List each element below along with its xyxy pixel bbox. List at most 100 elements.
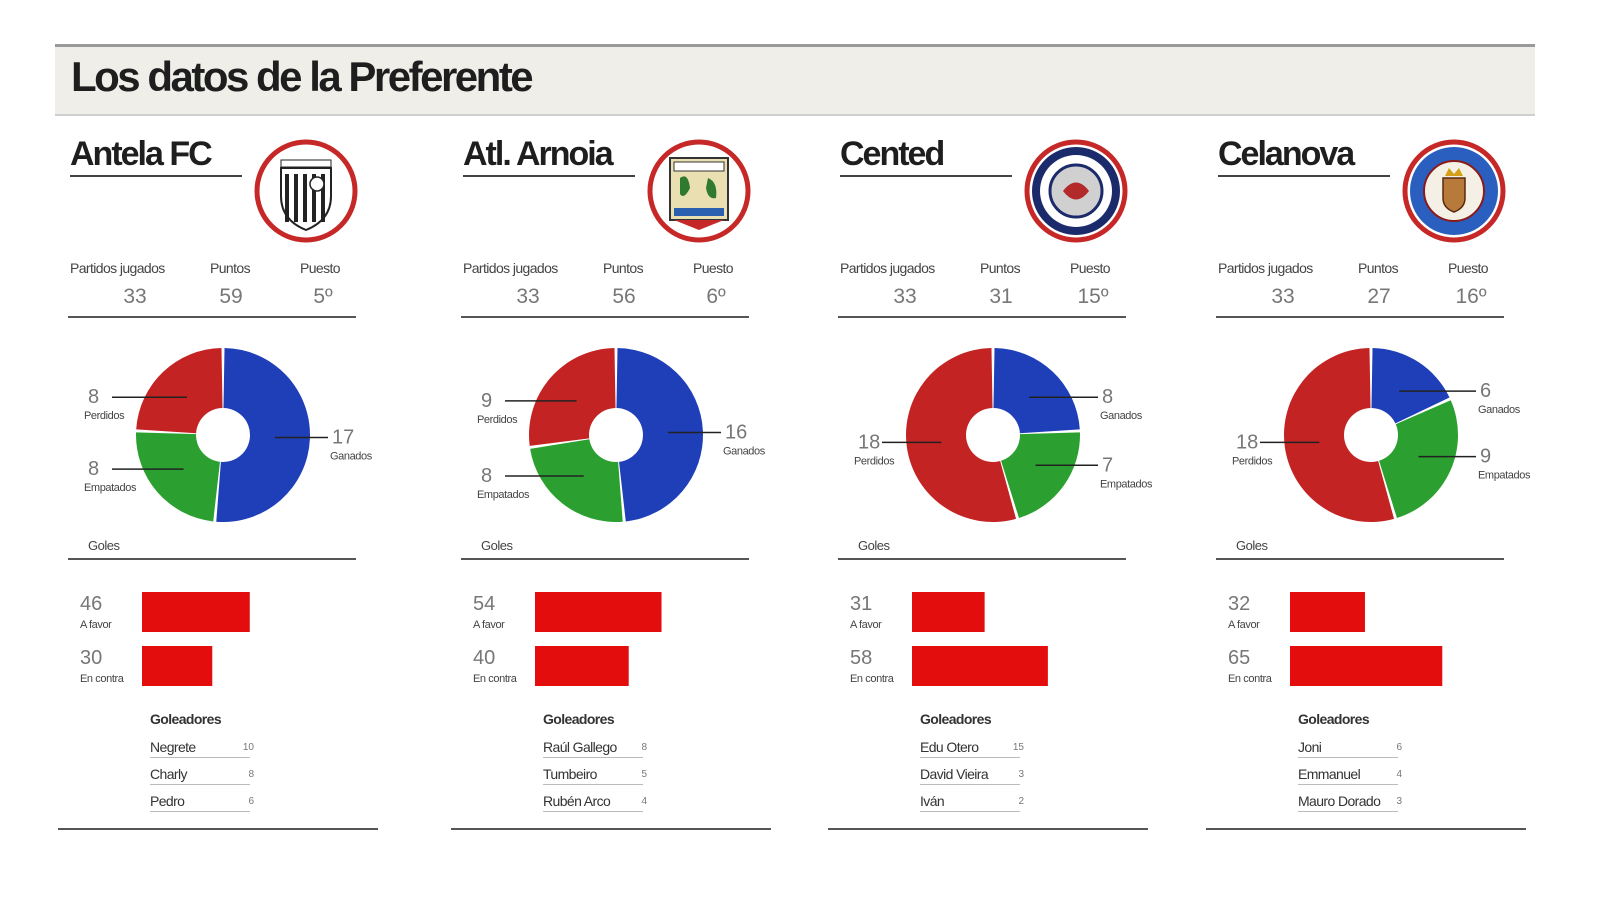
bar-value: 30 bbox=[80, 647, 102, 669]
bar-a-favor bbox=[535, 592, 662, 632]
bar-category-label: A favor bbox=[80, 619, 112, 631]
donut-slice-perdidos bbox=[529, 348, 616, 446]
donut-slice-perdidos bbox=[1284, 348, 1395, 522]
slice-label-perdidos: Perdidos bbox=[1232, 455, 1273, 467]
stat-value-puesto: 16º bbox=[1455, 285, 1487, 308]
stat-value-partidos: 33 bbox=[123, 285, 147, 308]
stat-value-partidos: 33 bbox=[1271, 285, 1295, 308]
slice-value-ganados: 16 bbox=[725, 422, 747, 444]
divider bbox=[68, 316, 356, 318]
slice-label-perdidos: Perdidos bbox=[477, 414, 518, 426]
donut-slice-empatados bbox=[136, 432, 220, 522]
scorer-row: Negrete 10 bbox=[150, 737, 254, 758]
scorer-name: Charly bbox=[150, 766, 187, 782]
slice-label-ganados: Ganados bbox=[723, 446, 766, 458]
team-column: Antela FC Partidos jugados 33 Puntos 59 Puest… bbox=[58, 125, 418, 845]
bar-category-label: En contra bbox=[473, 673, 518, 685]
stat-label-partidos: Partidos jugados bbox=[70, 260, 165, 276]
goals-bar-chart: 31 A favor 58 En contra bbox=[850, 592, 1048, 686]
divider bbox=[1216, 558, 1504, 560]
scorers-title: Goleadores bbox=[150, 711, 222, 727]
slice-label-ganados: Ganados bbox=[330, 450, 373, 462]
scorer-row: Mauro Dorado 3 bbox=[1298, 791, 1402, 812]
donut-slice-empatados bbox=[1379, 400, 1458, 519]
crown-icon bbox=[1445, 168, 1463, 176]
scorer-name: Raúl Gallego bbox=[543, 739, 617, 755]
slice-label-empatados: Empatados bbox=[477, 489, 530, 501]
scorer-goals: 4 bbox=[1396, 769, 1402, 780]
scorer-row: Charly 8 bbox=[150, 764, 254, 785]
goals-bar-chart: 54 A favor 40 En contra bbox=[473, 592, 662, 686]
slice-label-perdidos: Perdidos bbox=[84, 410, 125, 422]
slice-label-ganados: Ganados bbox=[1478, 404, 1521, 416]
bar-value: 65 bbox=[1228, 647, 1250, 669]
divider bbox=[838, 316, 1126, 318]
stat-label-puntos: Puntos bbox=[603, 260, 644, 276]
shield-stripe bbox=[303, 174, 307, 222]
slice-value-empatados: 7 bbox=[1102, 454, 1113, 476]
scorer-name: Tumbeiro bbox=[543, 766, 597, 782]
slice-label-perdidos: Perdidos bbox=[854, 455, 895, 467]
scorer-goals: 8 bbox=[248, 769, 254, 780]
donut-slice-empatados bbox=[530, 439, 623, 522]
scorer-name: Rubén Arco bbox=[543, 793, 611, 809]
stat-label-puesto: Puesto bbox=[1448, 260, 1489, 276]
ball-icon bbox=[309, 176, 325, 192]
slice-label-empatados: Empatados bbox=[84, 482, 137, 494]
scorer-name: Edu Otero bbox=[920, 739, 979, 755]
stat-value-puntos: 59 bbox=[219, 285, 243, 308]
divider bbox=[461, 558, 749, 560]
slice-value-perdidos: 18 bbox=[1236, 431, 1258, 453]
donut-slice-ganados bbox=[616, 348, 704, 522]
scorer-name: Emmanuel bbox=[1298, 766, 1361, 782]
bar-value: 40 bbox=[473, 647, 495, 669]
scorers-title: Goleadores bbox=[1298, 711, 1370, 727]
slice-label-ganados: Ganados bbox=[1100, 410, 1143, 422]
slice-value-ganados: 8 bbox=[1102, 386, 1113, 408]
donut-slice-perdidos bbox=[136, 348, 223, 434]
team-column: Celanova Partidos jugados 33 Puntos 27 Puesto… bbox=[1206, 125, 1566, 845]
divider bbox=[68, 558, 356, 560]
scorer-name: David Vieira bbox=[920, 766, 989, 782]
results-donut-chart: 6 Ganados 9 Empatados 18 Perdidos bbox=[1232, 348, 1531, 522]
divider bbox=[451, 828, 771, 830]
scorer-goals: 5 bbox=[641, 769, 647, 780]
stat-value-puntos: 31 bbox=[989, 285, 1013, 308]
bar-en-contra bbox=[1290, 646, 1443, 686]
crest-point bbox=[674, 220, 724, 230]
divider bbox=[828, 828, 1148, 830]
crest-shield bbox=[1442, 177, 1466, 213]
stat-value-puntos: 56 bbox=[612, 285, 636, 308]
bar-category-label: A favor bbox=[473, 619, 505, 631]
bar-category-label: A favor bbox=[850, 619, 882, 631]
bar-value: 54 bbox=[473, 593, 495, 615]
team-badge-icon bbox=[254, 139, 358, 243]
bar-a-favor bbox=[1290, 592, 1365, 632]
slice-value-ganados: 6 bbox=[1480, 380, 1491, 402]
divider bbox=[840, 175, 1012, 177]
stat-label-puesto: Puesto bbox=[1070, 260, 1111, 276]
bar-a-favor bbox=[142, 592, 250, 632]
stat-value-puesto: 5º bbox=[313, 285, 333, 308]
stat-label-partidos: Partidos jugados bbox=[840, 260, 935, 276]
team-name: Cented bbox=[840, 135, 945, 173]
stat-label-puntos: Puntos bbox=[980, 260, 1021, 276]
divider bbox=[461, 316, 749, 318]
shield-stripe bbox=[321, 174, 325, 222]
donut-slice-ganados bbox=[1371, 348, 1450, 424]
goals-section-label: Goles bbox=[858, 538, 890, 553]
bar-a-favor bbox=[912, 592, 985, 632]
bar-en-contra bbox=[142, 646, 213, 686]
divider bbox=[1206, 828, 1526, 830]
divider bbox=[1216, 316, 1504, 318]
shield-stripe bbox=[285, 174, 289, 222]
scorer-goals: 10 bbox=[242, 742, 254, 753]
scorer-goals: 3 bbox=[1018, 769, 1024, 780]
slice-label-empatados: Empatados bbox=[1100, 478, 1153, 490]
stat-value-puesto: 6º bbox=[706, 285, 726, 308]
scorers-title: Goleadores bbox=[543, 711, 615, 727]
scorer-row: Raúl Gallego 8 bbox=[543, 737, 647, 758]
scorer-row: Tumbeiro 5 bbox=[543, 764, 647, 785]
bar-category-label: A favor bbox=[1228, 619, 1260, 631]
divider bbox=[463, 175, 635, 177]
